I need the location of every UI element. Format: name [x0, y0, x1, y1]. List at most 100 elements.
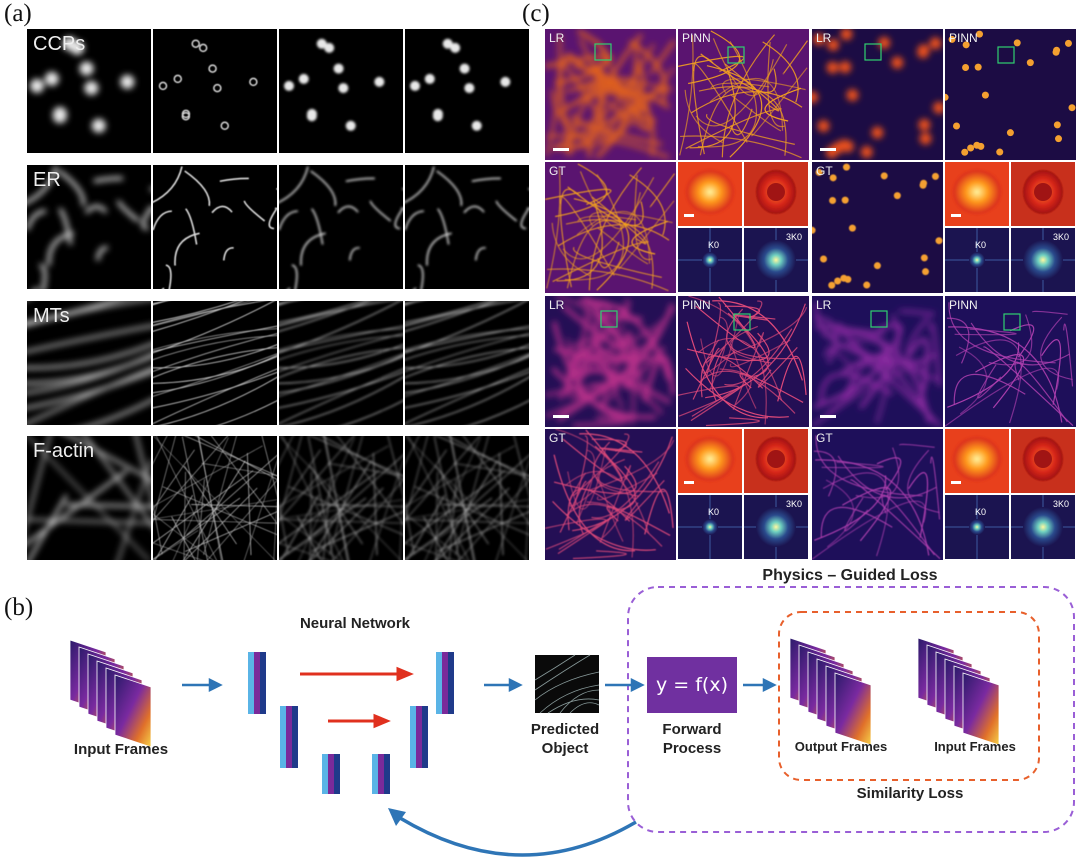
row-label-filaments: MTs: [33, 305, 70, 327]
fft-k0-2: K0: [678, 495, 742, 559]
panel-a-tile-dots-0: CCPs: [27, 29, 151, 153]
panel-c-label: (c): [522, 0, 550, 27]
3k0-label: 3K0: [785, 499, 802, 509]
zoom-box: [733, 313, 751, 331]
label-pinn: PINN: [682, 31, 711, 45]
zoom-box: [870, 310, 888, 328]
label-gt: GT: [816, 431, 833, 445]
panel-a-tile-filaments-2: [279, 301, 403, 425]
panel-c-gt-3: GT: [812, 429, 943, 560]
skip-arrows: [300, 666, 414, 729]
input-frames-label: Input Frames: [73, 741, 169, 758]
zoom-lr-3: [945, 429, 1009, 493]
label-pinn: PINN: [682, 298, 711, 312]
scale-bar: [553, 148, 569, 151]
label-lr: LR: [549, 31, 565, 45]
flow-arrows: [182, 677, 777, 693]
scale-bar: [820, 415, 836, 418]
zoom-pinn-3: [1011, 429, 1075, 493]
panel-c-pinn-2: PINN: [678, 296, 809, 427]
similarity-loss-box: [778, 611, 1040, 781]
network-layer-2: [322, 754, 340, 794]
3k0-label: 3K0: [1052, 499, 1069, 509]
frame-stacks: [69, 637, 1000, 748]
network-layer-0: [248, 652, 266, 714]
feedback-arrowhead: [388, 808, 406, 826]
label-gt: GT: [549, 431, 566, 445]
fft-k0-3: K0: [945, 495, 1009, 559]
k0-label: K0: [975, 240, 987, 250]
panel-a-tile-filaments-0: MTs: [27, 301, 151, 425]
zoom-pinn-1: [1011, 162, 1075, 226]
panel-c-gt-2: GT: [545, 429, 676, 560]
panel-a-tile-dots-1: [153, 29, 277, 153]
predicted-line-2: Object: [541, 740, 589, 757]
label-pinn: PINN: [949, 31, 978, 45]
zoom-box: [997, 46, 1015, 64]
fft-k0-0: K0: [678, 228, 742, 292]
panel-a-tile-mesh-1: [153, 165, 277, 289]
zoom-box: [727, 46, 745, 64]
forward-line-2: Process: [662, 740, 722, 757]
label-pinn: PINN: [949, 298, 978, 312]
fft-k0-1: K0: [945, 228, 1009, 292]
input-frames-2-label: Input Frames: [934, 739, 1016, 754]
panel-c-lr-2: LR: [545, 296, 676, 427]
zoom-box: [594, 43, 612, 61]
3k0-label: 3K0: [785, 232, 802, 242]
network-layer-3: [372, 754, 390, 794]
panel-a-tile-filaments-3: [405, 301, 529, 425]
panel-a-tile-dots-2: [279, 29, 403, 153]
input-frames-2-stack: [917, 637, 1000, 746]
physics-loss-box: [627, 586, 1075, 833]
predicted-object-label: Predicted Object: [510, 720, 620, 758]
panel-a-tile-actin-3: [405, 436, 529, 560]
fft-3k0-0: 3K0: [744, 228, 808, 292]
zoom-box: [600, 310, 618, 328]
panel-a-label: (a): [4, 0, 32, 27]
row-label-dots: CCPs: [33, 33, 86, 55]
forward-process-label: Forward Process: [640, 720, 744, 758]
predicted-object-image: [534, 654, 600, 714]
forward-line-1: Forward: [662, 721, 722, 738]
panel-c-pinn-0: PINN: [678, 29, 809, 160]
zoom-box: [1003, 313, 1021, 331]
label-lr: LR: [549, 298, 565, 312]
scale-bar: [553, 415, 569, 418]
neural-network-title: Neural Network: [299, 615, 411, 632]
row-label-actin: F-actin: [33, 440, 95, 462]
panel-a-tile-actin-0: F-actin: [27, 436, 151, 560]
network-layer-5: [436, 652, 454, 714]
zoom-pinn-0: [744, 162, 808, 226]
panel-c-gt-1: GT: [812, 162, 943, 293]
label-lr: LR: [816, 31, 832, 45]
row-label-mesh: ER: [33, 169, 61, 191]
output-frames-label: Output Frames: [794, 739, 888, 754]
scale-bar: [820, 148, 836, 151]
fft-3k0-1: 3K0: [1011, 228, 1075, 292]
zoom-lr-2: [678, 429, 742, 493]
predicted-line-1: Predicted: [530, 721, 600, 738]
panel-c-gt-0: GT: [545, 162, 676, 293]
label-gt: GT: [549, 164, 566, 178]
feedback-arrow: [399, 816, 637, 857]
panel-c-lr-3: LR: [812, 296, 943, 427]
label-gt: GT: [816, 164, 833, 178]
k0-label: K0: [708, 240, 720, 250]
panel-b-label: (b): [4, 594, 34, 621]
forward-process-box: y = f(x): [647, 657, 737, 713]
panel-c-pinn-3: PINN: [945, 296, 1076, 427]
panel-c-lr-0: LR: [545, 29, 676, 160]
output-frames-stack: [789, 637, 872, 746]
panel-a-tile-filaments-1: [153, 301, 277, 425]
panel-a-tile-mesh-0: ER: [27, 165, 151, 289]
panel-c-lr-1: LR: [812, 29, 943, 160]
zoom-lr-1: [945, 162, 1009, 226]
fft-3k0-3: 3K0: [1011, 495, 1075, 559]
panel-a-tile-actin-2: [279, 436, 403, 560]
network-layer-4: [410, 706, 428, 768]
fft-3k0-2: 3K0: [744, 495, 808, 559]
panel-a-tile-mesh-3: [405, 165, 529, 289]
k0-label: K0: [708, 507, 720, 517]
